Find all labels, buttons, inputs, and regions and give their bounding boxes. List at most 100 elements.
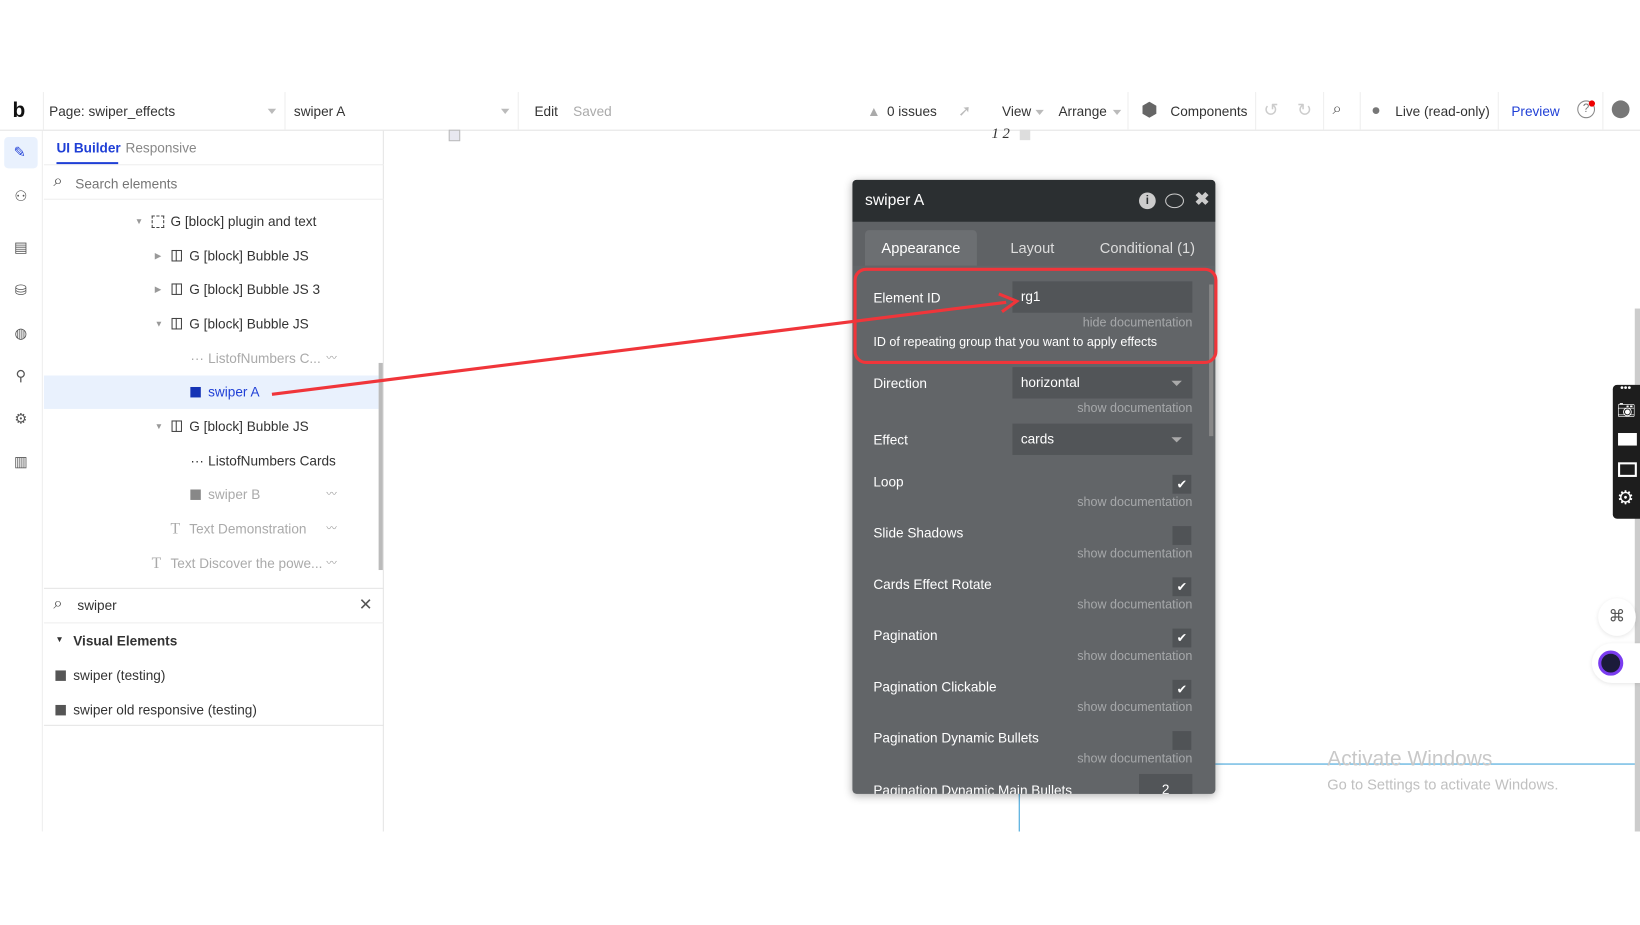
tree-item[interactable]: ▼ G [block] Bubble JS	[154, 315, 309, 332]
show-documentation-link[interactable]: show documentation	[1077, 699, 1193, 715]
globe-icon: ●	[1371, 101, 1381, 120]
chevron-down-icon	[1035, 109, 1044, 116]
bubble-logo[interactable]: b	[12, 99, 26, 123]
live-status[interactable]: Live (read-only)	[1395, 103, 1490, 120]
result-item[interactable]: swiper (testing)	[73, 667, 166, 683]
tab-conditional[interactable]: Conditional (1)	[1099, 239, 1195, 257]
tree-item[interactable]: ··· ListofNumbers Cards	[44, 445, 379, 478]
tree-item[interactable]: ▼ G [block] Bubble JS	[154, 418, 309, 435]
checkbox-label: Cards Effect Rotate	[873, 576, 992, 592]
element-id-label: Element ID	[873, 289, 941, 306]
plugin-element-icon	[190, 489, 201, 500]
hide-documentation-link[interactable]: hide documentation	[1082, 314, 1193, 330]
effect-label: Effect	[873, 431, 908, 448]
user-avatar-icon[interactable]	[1611, 100, 1630, 119]
show-documentation-link[interactable]: show documentation	[1077, 545, 1193, 561]
hidden-eye-icon[interactable]: 〰	[326, 352, 337, 364]
checkbox[interactable]	[1172, 731, 1192, 750]
section-header: Visual Elements	[73, 632, 178, 649]
checkbox[interactable]: ✔	[1172, 577, 1192, 597]
direction-label: Direction	[873, 375, 927, 392]
tree-item[interactable]: ▶ G [block] Bubble JS	[154, 247, 309, 264]
info-icon[interactable]: i	[1139, 192, 1156, 210]
guide-line	[1215, 763, 1636, 765]
search-elements-input[interactable]	[75, 172, 369, 194]
palette-icon[interactable]: ◍	[14, 324, 28, 341]
windows-watermark-title: Activate Windows	[1327, 747, 1493, 771]
canvas-marker	[1019, 129, 1031, 141]
close-icon[interactable]: ✖	[1194, 189, 1210, 210]
tree-item[interactable]: swiper B 〰	[44, 478, 379, 511]
tab-appearance[interactable]: Appearance	[864, 230, 977, 266]
tree-item[interactable]: T Text Demonstration 〰	[44, 513, 379, 546]
plugin-element-icon	[190, 386, 201, 398]
view-menu[interactable]: View	[1001, 103, 1032, 120]
element-selector[interactable]: swiper A	[293, 103, 346, 120]
element-search-input[interactable]: swiper	[77, 597, 117, 613]
undo-icon[interactable]: ↺	[1263, 100, 1279, 121]
show-documentation-link[interactable]: show documentation	[1077, 597, 1193, 612]
comment-icon[interactable]	[1165, 193, 1184, 209]
checkbox[interactable]: ✔	[1172, 679, 1192, 699]
property-editor-header[interactable]: swiper A i ✖	[852, 179, 1216, 222]
video-icon[interactable]	[1618, 433, 1637, 446]
show-documentation-link[interactable]: show documentation	[1077, 648, 1193, 664]
settings-icon[interactable]: ⚙	[14, 410, 28, 427]
checkbox[interactable]: ✔	[1172, 474, 1192, 494]
effect-dropdown[interactable]: cards	[1012, 423, 1193, 455]
plugin-icon[interactable]: ⚲	[15, 367, 27, 384]
checkmark-icon: ✔	[1176, 630, 1188, 646]
page-selector[interactable]: Page: swiper_effects	[49, 103, 176, 120]
database-icon[interactable]: ⛁	[14, 281, 28, 299]
checkmark-icon: ✔	[1176, 579, 1188, 595]
show-documentation-link[interactable]: show documentation	[1077, 400, 1193, 416]
edit-menu[interactable]: Edit	[534, 103, 558, 120]
arrange-menu[interactable]: Arrange	[1058, 103, 1107, 120]
repeating-group-icon: ···	[190, 350, 204, 367]
show-documentation-link[interactable]: show documentation	[1077, 494, 1193, 510]
apps-button[interactable]: ⌘	[1598, 598, 1636, 636]
tree-item[interactable]: ··· ListofNumbers C... 〰	[44, 342, 379, 375]
help-icon[interactable]: ?	[1577, 100, 1596, 119]
windows-icon[interactable]	[1618, 462, 1637, 477]
logs-icon[interactable]: ▥	[13, 452, 28, 470]
more-icon[interactable]: •••	[1620, 382, 1632, 395]
settings-icon[interactable]: ⚙	[1616, 487, 1634, 509]
show-documentation-link[interactable]: show documentation	[1077, 750, 1193, 766]
tab-layout[interactable]: Layout	[1010, 239, 1055, 257]
checkbox[interactable]	[1172, 526, 1192, 545]
redo-icon[interactable]: ↻	[1296, 100, 1312, 121]
checkmark-icon: ✔	[1176, 681, 1188, 697]
camera-icon[interactable]: 📷︎	[1616, 401, 1636, 419]
hidden-eye-icon[interactable]: 〰	[326, 488, 337, 500]
direction-dropdown[interactable]: horizontal	[1012, 367, 1193, 399]
tab-ui-builder[interactable]: UI Builder	[56, 140, 121, 156]
tree-scrollbar[interactable]	[378, 362, 383, 571]
canvas-marker	[448, 129, 461, 142]
main-bullets-input[interactable]: 2	[1139, 773, 1193, 794]
search-icon[interactable]: ⌕	[1332, 100, 1342, 119]
tree-item-selected[interactable]: swiper A	[43, 375, 379, 409]
workflow-icon[interactable]: ⚇	[14, 187, 28, 204]
hidden-eye-icon[interactable]: 〰	[326, 522, 337, 535]
tree-item[interactable]: ▼ G [block] plugin and text	[134, 213, 317, 230]
issues-button[interactable]: 0 issues	[886, 103, 937, 120]
element-id-input[interactable]: rg1	[1012, 281, 1193, 313]
components-button[interactable]: Components	[1170, 103, 1248, 120]
checkbox[interactable]: ✔	[1172, 628, 1192, 648]
assistant-button[interactable]	[1591, 643, 1640, 683]
clear-search-icon[interactable]: ✕	[358, 596, 373, 614]
checkbox-label: Pagination	[873, 627, 938, 644]
hidden-eye-icon[interactable]: 〰	[326, 557, 337, 569]
warning-icon: ▲	[867, 103, 881, 120]
pointer-icon[interactable]: ➚	[958, 102, 972, 121]
tree-item[interactable]: T Text Discover the powe... 〰	[44, 547, 379, 580]
data-icon[interactable]: ▤	[13, 238, 28, 256]
chevron-down-icon	[1112, 109, 1122, 116]
design-tab[interactable]: ✎	[4, 137, 38, 169]
tab-responsive[interactable]: Responsive	[125, 140, 197, 156]
tree-item[interactable]: ▶ G [block] Bubble JS 3	[154, 281, 321, 298]
collapse-icon[interactable]: ▼	[55, 634, 64, 645]
preview-button[interactable]: Preview	[1511, 103, 1560, 120]
result-item[interactable]: swiper old responsive (testing)	[73, 701, 257, 718]
